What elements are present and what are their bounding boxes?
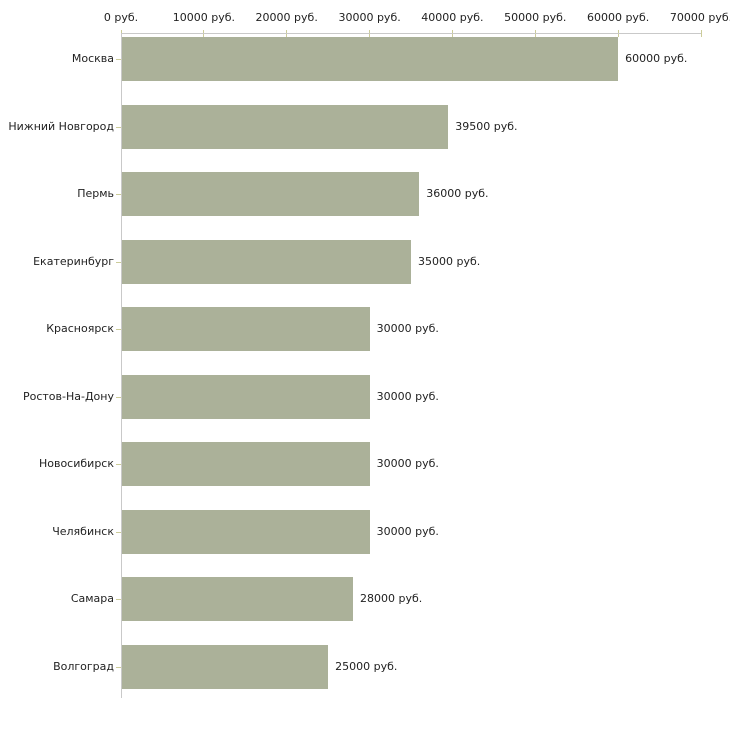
value-label: 35000 руб. [418,254,481,268]
category-label: Челябинск [52,524,114,538]
category-label: Самара [70,592,114,605]
x-axis-line [121,33,701,34]
category-label: Красноярск [46,322,114,335]
value-label: 28000 руб. [360,592,423,605]
bar [121,577,353,621]
y-axis-tick [116,396,121,398]
y-axis-tick [116,329,121,330]
value-label: 30000 руб. [376,322,439,335]
category-label: Волгоград [53,659,114,673]
category-label: Екатеринбург [33,254,114,268]
category-label: Новосибирск [38,457,114,470]
y-axis-tick [116,194,121,195]
bar [121,104,449,149]
bar [121,509,370,554]
bar [121,374,370,419]
y-axis-tick [116,599,121,600]
y-axis-line [121,33,122,698]
y-axis-tick [116,464,121,465]
bar [121,644,329,689]
bar [121,239,411,284]
category-label: Нижний Новгород [8,119,114,133]
category-label: Москва [71,52,114,65]
y-axis-tick [116,261,121,263]
y-axis-tick [116,59,121,60]
category-label: Ростов-На-Дону [22,389,114,403]
x-axis-tick [700,30,702,37]
value-label: 36000 руб. [426,187,489,200]
y-axis-tick [116,126,121,128]
y-axis-tick [116,666,121,668]
value-label: 30000 руб. [376,524,439,538]
value-label: 60000 руб. [625,52,688,65]
y-axis-tick [116,531,121,533]
bar [121,37,619,81]
x-axis-tick-label: 40000 руб. [421,11,484,24]
x-axis-tick-label: 30000 руб. [338,11,401,24]
value-label: 30000 руб. [376,457,439,470]
x-axis-tick-label: 20000 руб. [255,11,318,24]
x-axis-tick-label: 60000 руб. [586,11,650,24]
bar [121,442,370,486]
value-label: 39500 руб. [455,119,518,133]
x-axis-tick-label: 10000 руб. [172,11,236,24]
x-axis-tick-label: 50000 руб. [504,11,567,24]
x-axis-tick-label: 0 руб. [103,11,139,24]
bar [121,172,420,216]
value-label: 25000 руб. [335,659,398,673]
x-axis-tick-label: 70000 руб. [669,11,730,24]
bar [121,307,370,351]
category-label: Пермь [77,187,114,200]
value-label: 30000 руб. [376,389,439,403]
